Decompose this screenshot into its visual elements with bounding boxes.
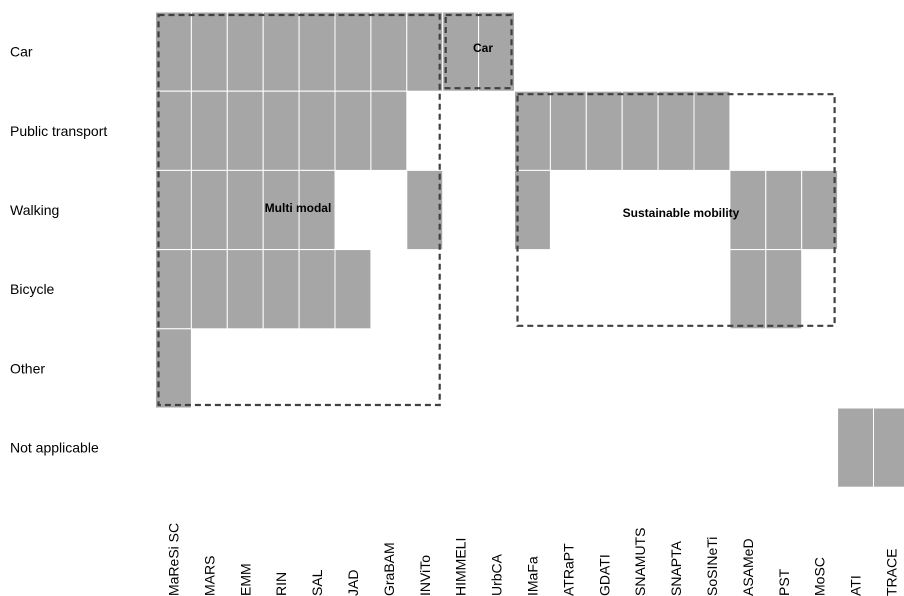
cell-not-applicable-ati (837, 407, 874, 488)
cell-walking-mars (190, 169, 228, 251)
groups-layer: Multi modal Car Sustainable mobility (157, 13, 836, 407)
cell-public-transport-gdati (585, 90, 623, 171)
cell-car-mars (190, 11, 228, 92)
group-label-sustainable-mobility-2: Sustainable mobility (623, 206, 740, 220)
cell-car-urbca (478, 11, 516, 92)
cell-car-emm (226, 11, 264, 92)
cell-bicycle-maresi-sc (155, 249, 192, 330)
cell-walking-emm (226, 169, 264, 251)
cell-walking-invito (406, 169, 444, 251)
row-labels: Car Public transport Walking Bicycle Other No… (10, 44, 107, 456)
cell-bicycle-pst (765, 249, 803, 330)
cell-public-transport-maresi-sc (155, 90, 192, 171)
column-label-rin: RIN (273, 572, 289, 596)
column-label-maresi-sc: MaReSi SC (165, 523, 181, 596)
column-label-gdati: GDATI (596, 554, 612, 596)
group-box-sustainable-mobility-2 (516, 93, 836, 327)
cell-walking-sal (298, 169, 336, 251)
row-label-car: Car (10, 44, 33, 60)
column-label-emm: EMM (237, 563, 253, 596)
cells-layer (155, 11, 904, 488)
cell-car-jad (334, 11, 372, 92)
cell-public-transport-rin (262, 90, 300, 171)
cell-public-transport-snapta (657, 90, 695, 171)
cell-walking-imafa (514, 169, 551, 251)
cell-car-rin (262, 11, 300, 92)
column-label-asamed: ASAMeD (740, 538, 756, 596)
column-label-pst: PST (776, 568, 792, 596)
cell-public-transport-mars (190, 90, 228, 171)
column-label-sosineti: SoSINeTi (704, 537, 720, 596)
group-box-multi-modal-0 (157, 13, 441, 407)
column-label-mars: MARS (201, 556, 217, 596)
row-label-not-applicable: Not applicable (10, 440, 99, 456)
cell-car-himmeli (442, 11, 480, 92)
cell-walking-pst (765, 169, 803, 251)
cell-car-sal (298, 11, 336, 92)
row-label-walking: Walking (10, 202, 59, 218)
cell-not-applicable-trace (873, 407, 904, 488)
cell-bicycle-asamed (729, 249, 767, 330)
group-label-multi-modal-0: Multi modal (265, 201, 332, 215)
column-label-urbca: UrbCA (489, 553, 505, 596)
cell-car-maresi-sc (155, 11, 192, 92)
column-label-grabam: GraBAM (381, 542, 397, 596)
cell-public-transport-grabam (370, 90, 408, 171)
column-label-mosc: MoSC (812, 557, 828, 596)
cell-walking-maresi-sc (155, 169, 192, 251)
cell-public-transport-snamuts (621, 90, 659, 171)
column-label-ati: ATI (848, 575, 864, 596)
cell-car-grabam (370, 11, 408, 92)
column-label-snamuts: SNAMUTS (632, 528, 648, 596)
column-label-invito: INViTo (417, 555, 433, 596)
column-label-himmeli: HIMMELI (453, 538, 469, 596)
column-label-trace: TRACE (883, 549, 899, 596)
cell-public-transport-atrapt (549, 90, 587, 171)
cell-other-maresi-sc (155, 328, 192, 409)
cell-walking-rin (262, 169, 300, 251)
cell-bicycle-sal (298, 249, 336, 330)
cell-public-transport-jad (334, 90, 372, 171)
cell-public-transport-emm (226, 90, 264, 171)
column-label-imafa: IMaFa (524, 556, 540, 596)
group-label-car-1: Car (473, 41, 493, 55)
row-label-public-transport: Public transport (10, 123, 107, 139)
column-label-atrapt: ATRaPT (560, 543, 576, 596)
cell-car-invito (406, 11, 444, 92)
cell-public-transport-sal (298, 90, 336, 171)
cell-bicycle-rin (262, 249, 300, 330)
cell-bicycle-jad (334, 249, 372, 330)
column-label-sal: SAL (309, 569, 325, 596)
column-labels: MaReSi SC MARS EMM RIN SAL JAD GraBAM INViTo HIM… (165, 523, 899, 596)
cell-public-transport-imafa (514, 90, 551, 171)
row-label-other: Other (10, 360, 45, 376)
column-label-jad: JAD (345, 570, 361, 596)
cell-walking-mosc (801, 169, 839, 251)
cell-public-transport-sosineti (693, 90, 731, 171)
cell-bicycle-mars (190, 249, 228, 330)
row-label-bicycle: Bicycle (10, 281, 55, 297)
cell-bicycle-emm (226, 249, 264, 330)
column-label-snapta: SNAPTA (668, 540, 684, 596)
group-box-car-1 (444, 13, 513, 90)
